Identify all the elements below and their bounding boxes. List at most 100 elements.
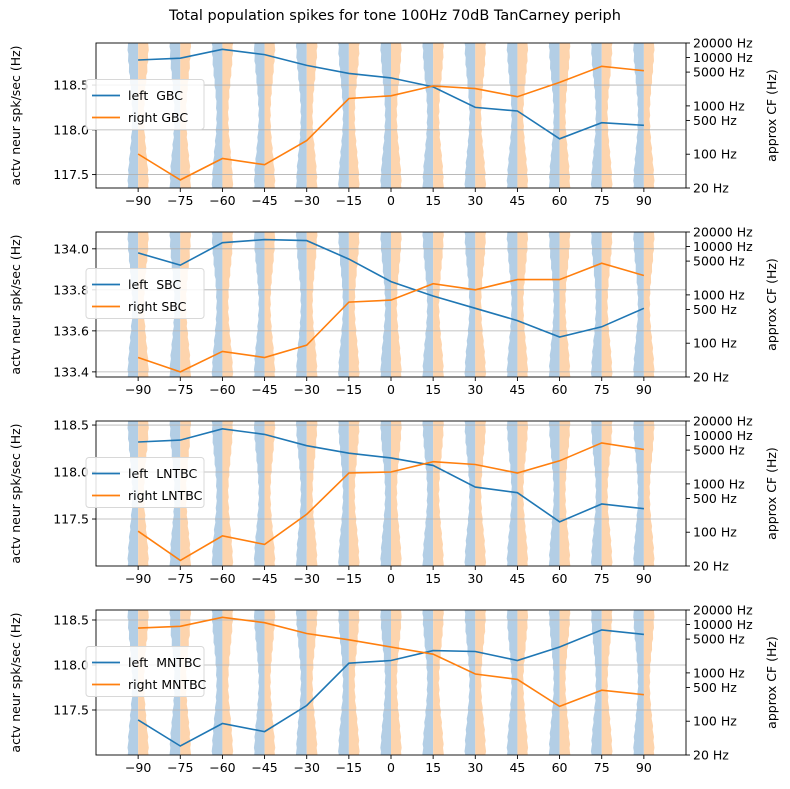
y-tick-label: 118.5 (53, 418, 89, 433)
legend: left SBC right SBC (85, 268, 205, 319)
x-tick-label: 60 (552, 571, 568, 586)
x-tick-label: 30 (467, 382, 483, 397)
violin-left-30 (464, 421, 476, 566)
violin-left-75 (590, 421, 602, 566)
violin-left--15 (338, 43, 349, 188)
cf-tick-label: 20 Hz (693, 559, 729, 574)
legend-label: right SBC (128, 299, 187, 314)
x-tick-label: −45 (251, 571, 277, 586)
cf-tick-label: 500 Hz (693, 302, 737, 317)
y-tick-label: 133.8 (53, 282, 89, 297)
violin-left-60 (548, 421, 560, 566)
x-tick-label: 90 (636, 760, 652, 775)
panel-4: −90 −75 −60 −45 −30 −15 0 15 30 45 60 75 90 117.5 118.… (8, 603, 779, 776)
violin-left--30 (295, 421, 307, 566)
x-tick-label: 45 (509, 193, 525, 208)
violin-right-30 (475, 43, 487, 188)
x-tick-label: −15 (336, 193, 362, 208)
cf-tick-label: 1000 Hz (693, 476, 745, 491)
cf-tick-label: 5000 Hz (693, 65, 745, 80)
x-tick-label: −45 (251, 193, 277, 208)
violin-right-60 (559, 232, 571, 377)
violin-left--45 (253, 43, 265, 188)
x-tick-label: 15 (425, 193, 441, 208)
legend: left MNTBC right MNTBC (85, 646, 206, 697)
x-tick-label: −30 (294, 571, 320, 586)
violin-right-0 (391, 232, 402, 377)
x-tick-label: 0 (387, 382, 395, 397)
y-axis-label: actv neur spk/sec (Hz) (8, 423, 23, 563)
series-line-left (138, 427, 644, 523)
violin-left--15 (338, 232, 349, 377)
x-tick-label: 30 (467, 571, 483, 586)
x-tick-label: −15 (336, 760, 362, 775)
x-tick-label: −30 (294, 193, 320, 208)
violin-right--15 (348, 232, 360, 377)
series-line-right (137, 442, 645, 562)
series-line-left (137, 238, 645, 338)
x-tick-label: 90 (636, 193, 652, 208)
x-tick-label: −75 (167, 760, 193, 775)
x-tick-label: 30 (467, 760, 483, 775)
violin-right-15 (433, 43, 444, 188)
x-tick-label: 75 (594, 382, 610, 397)
violin-right--60 (222, 610, 234, 755)
x-tick-label: −60 (209, 382, 235, 397)
violin-left-75 (590, 232, 602, 377)
violin-right--45 (264, 610, 276, 755)
violin-left--60 (211, 43, 223, 188)
violin-left-45 (506, 232, 518, 377)
y-tick-label: 118.5 (53, 612, 89, 627)
x-tick-label: −60 (209, 760, 235, 775)
violin-left-30 (464, 43, 476, 188)
x-tick-label: −90 (125, 571, 151, 586)
violin-left-0 (380, 421, 391, 566)
violin-right-75 (601, 232, 613, 377)
cf-axis-label: approx CF (Hz) (764, 447, 779, 540)
x-tick-label: 15 (425, 760, 441, 775)
violin-right-60 (559, 43, 571, 188)
x-tick-label: 75 (594, 760, 610, 775)
x-tick-label: 75 (594, 193, 610, 208)
x-tick-label: −75 (167, 571, 193, 586)
legend-label: right GBC (128, 110, 188, 125)
violin-right--45 (264, 421, 276, 566)
cf-tick-label: 100 Hz (693, 336, 737, 351)
cf-tick-label: 5000 Hz (693, 254, 745, 269)
violin-left-45 (506, 610, 518, 755)
cf-tick-label: 20000 Hz (693, 36, 753, 51)
x-tick-label: 45 (509, 382, 525, 397)
cf-tick-label: 100 Hz (693, 714, 737, 729)
violin-left--60 (211, 421, 223, 566)
figure-title: Total population spikes for tone 100Hz 7… (169, 8, 621, 24)
violin-right-0 (391, 43, 402, 188)
cf-axis-label: approx CF (Hz) (764, 258, 779, 351)
cf-tick-label: 500 Hz (693, 491, 737, 506)
x-tick-label: −15 (336, 571, 362, 586)
y-tick-label: 133.4 (53, 364, 89, 379)
x-tick-label: −90 (125, 193, 151, 208)
violin-right-30 (475, 421, 487, 566)
violin-left-15 (422, 610, 434, 755)
violin-right--60 (222, 421, 234, 566)
x-tick-label: −45 (251, 382, 277, 397)
cf-tick-label: 100 Hz (693, 525, 737, 540)
y-tick-label: 118.0 (53, 465, 89, 480)
violin-right-60 (559, 610, 571, 755)
cf-tick-label: 20000 Hz (693, 603, 753, 618)
violin-left--60 (211, 232, 223, 377)
violin-left-60 (548, 610, 560, 755)
x-tick-label: 60 (552, 382, 568, 397)
legend-label: left MNTBC (128, 655, 201, 670)
violin-left-90 (633, 43, 644, 188)
violin-right-90 (643, 610, 655, 755)
violin-right-15 (433, 610, 444, 755)
violin-right-75 (601, 43, 613, 188)
violin-right--45 (264, 43, 276, 188)
legend-label: right MNTBC (128, 677, 206, 692)
cf-tick-label: 20 Hz (693, 370, 729, 385)
violin-right-45 (517, 421, 529, 566)
violin-right--15 (348, 43, 360, 188)
x-tick-label: 15 (425, 571, 441, 586)
panel-3: −90 −75 −60 −45 −30 −15 0 15 30 45 60 75 90 117.5 118.… (8, 414, 779, 587)
